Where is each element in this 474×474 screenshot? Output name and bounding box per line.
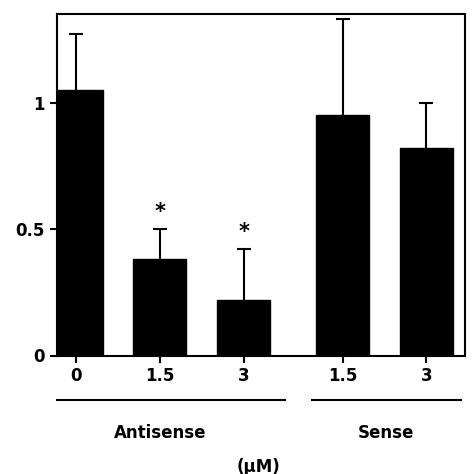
Text: Antisense: Antisense [113,424,206,442]
Bar [133,259,186,356]
Bar [316,115,369,356]
Text: *: * [154,201,165,221]
Text: (μM): (μM) [237,458,281,474]
Text: Sense: Sense [358,424,415,442]
Text: *: * [238,222,249,242]
Bar [217,300,270,356]
Bar [49,90,102,356]
Bar [400,148,453,356]
